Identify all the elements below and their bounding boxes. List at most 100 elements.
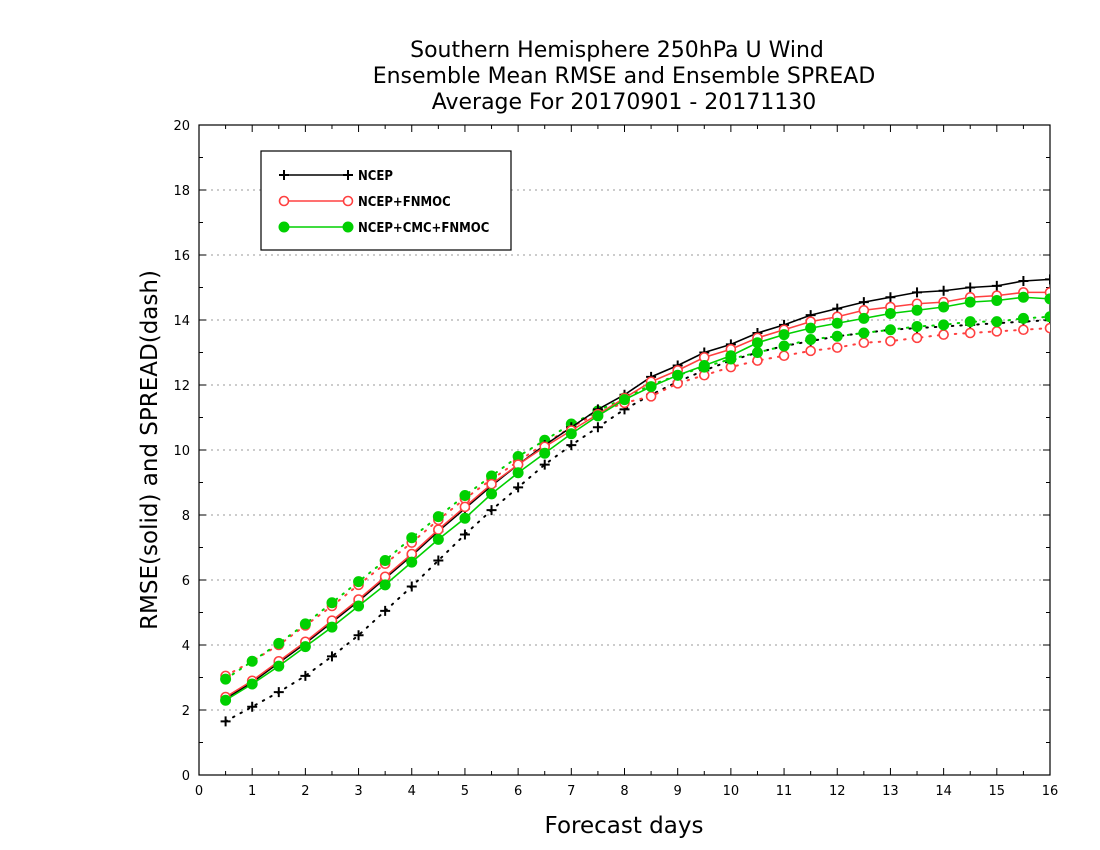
data-point — [459, 512, 471, 524]
data-point — [273, 660, 285, 672]
x-tick-label-4: 4 — [408, 784, 416, 799]
data-point — [406, 556, 418, 568]
legend-marker-end — [342, 221, 354, 233]
legend-item-0: NCEP — [279, 169, 393, 184]
data-point — [911, 321, 923, 332]
data-point — [884, 308, 896, 319]
data-point — [778, 340, 790, 352]
y-tick-label-4: 8 — [182, 509, 190, 524]
y-tick-label-1: 2 — [182, 704, 190, 719]
chart-title: Southern Hemisphere 250hPa U Wind Ensemb… — [373, 38, 876, 115]
data-point — [1017, 312, 1029, 324]
x-tick-label-13: 13 — [882, 784, 899, 799]
legend-marker-start — [278, 195, 290, 207]
data-point — [938, 329, 949, 340]
data-point — [1044, 311, 1050, 323]
data-point — [432, 511, 444, 523]
data-point — [991, 295, 1003, 306]
series-line — [225, 278, 1050, 700]
data-point — [566, 440, 577, 451]
data-point — [299, 618, 311, 630]
chart-title-line-1: Southern Hemisphere 250hPa U Wind — [410, 38, 824, 63]
data-point — [805, 334, 817, 345]
x-tick-label-6: 6 — [514, 784, 522, 799]
data-point — [645, 391, 657, 402]
data-point — [964, 296, 976, 308]
legend-marker-end — [342, 195, 354, 207]
data-point — [247, 701, 258, 712]
x-tick-label-14: 14 — [935, 784, 952, 799]
data-point — [912, 287, 923, 298]
data-point — [380, 605, 391, 616]
x-tick-label-3: 3 — [354, 784, 362, 799]
data-point — [645, 381, 657, 393]
data-point — [885, 292, 896, 303]
y-tick-label-7: 14 — [173, 314, 190, 329]
data-point — [751, 337, 763, 349]
data-point — [273, 637, 285, 649]
x-tick-label-9: 9 — [674, 784, 682, 799]
data-point — [884, 324, 896, 336]
x-tick-label-8: 8 — [620, 784, 628, 799]
data-point — [592, 410, 604, 422]
data-point — [299, 641, 311, 653]
data-point — [778, 350, 790, 362]
x-tick-label-2: 2 — [301, 784, 309, 799]
data-point — [486, 488, 498, 500]
data-point — [672, 369, 684, 381]
y-tick-label-5: 10 — [173, 444, 190, 459]
data-point — [751, 347, 763, 358]
legend-item-2: NCEP+CMC+FNMOC — [278, 221, 489, 236]
data-point — [459, 501, 471, 513]
data-point — [433, 524, 444, 535]
data-point — [379, 579, 391, 591]
series-ncep-cmc-fnmoc-spread — [220, 311, 1050, 685]
data-point — [1018, 276, 1029, 286]
data-point — [539, 459, 550, 470]
data-point — [1044, 293, 1050, 305]
data-point — [486, 505, 497, 516]
data-point — [379, 555, 391, 566]
data-point — [991, 280, 1002, 291]
data-point — [991, 326, 1003, 337]
data-point — [911, 332, 923, 344]
y-axis-label: RMSE(solid) and SPREAD(dash) — [137, 270, 163, 630]
data-point — [964, 316, 976, 328]
data-point — [778, 329, 790, 341]
series-layer — [220, 274, 1050, 727]
series-ncep-fnmoc-spread — [220, 322, 1050, 682]
data-point — [300, 670, 311, 681]
data-point — [805, 322, 817, 334]
data-point — [486, 478, 497, 490]
data-point — [805, 345, 816, 357]
y-tick-label-6: 12 — [173, 379, 190, 394]
legend-marker-start — [278, 221, 290, 233]
data-point — [459, 490, 471, 501]
legend-item-1: NCEP+FNMOC — [278, 195, 451, 210]
data-point — [1018, 324, 1029, 336]
data-point — [246, 678, 258, 690]
data-point — [1017, 291, 1029, 303]
data-point — [432, 533, 444, 545]
y-tick-label-2: 4 — [182, 639, 190, 654]
series-line — [225, 296, 1050, 701]
series-line — [224, 315, 1050, 681]
data-point — [326, 621, 338, 633]
series-line — [225, 291, 1050, 698]
y-axis-ticks: 0 2 4 6 8 10 12 14 16 18 20 — [173, 119, 1050, 784]
data-point — [1045, 274, 1050, 285]
data-point — [592, 422, 603, 433]
data-point — [964, 327, 976, 339]
x-tick-label-7: 7 — [567, 784, 575, 799]
data-point — [353, 600, 365, 612]
data-point — [885, 335, 896, 347]
legend-marker-end — [343, 170, 353, 180]
data-point — [326, 651, 337, 662]
x-tick-label-0: 0 — [195, 784, 203, 799]
x-tick-label-10: 10 — [723, 784, 740, 799]
data-point — [619, 394, 630, 406]
series-line — [224, 319, 1050, 723]
x-tick-label-16: 16 — [1042, 784, 1059, 799]
data-point — [1044, 322, 1050, 334]
data-point — [858, 312, 870, 324]
